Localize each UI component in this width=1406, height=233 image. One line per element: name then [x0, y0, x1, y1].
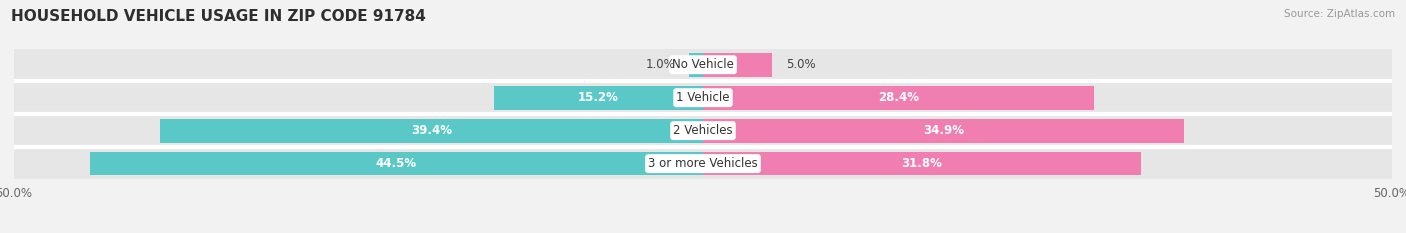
Text: 31.8%: 31.8% [901, 157, 942, 170]
Bar [160, 119, 703, 143]
Text: 15.2%: 15.2% [578, 91, 619, 104]
Bar [494, 86, 703, 110]
Text: No Vehicle: No Vehicle [672, 58, 734, 71]
Text: 5.0%: 5.0% [786, 58, 815, 71]
Text: 44.5%: 44.5% [375, 157, 418, 170]
Text: 34.9%: 34.9% [922, 124, 965, 137]
Text: 1 Vehicle: 1 Vehicle [676, 91, 730, 104]
Bar [703, 86, 1094, 110]
Text: Source: ZipAtlas.com: Source: ZipAtlas.com [1284, 9, 1395, 19]
Text: 1.0%: 1.0% [645, 58, 675, 71]
Bar [14, 148, 1392, 179]
Bar [703, 53, 772, 77]
Text: 39.4%: 39.4% [411, 124, 453, 137]
Bar [90, 152, 703, 175]
Bar [14, 49, 1392, 80]
Bar [689, 53, 703, 77]
Text: 3 or more Vehicles: 3 or more Vehicles [648, 157, 758, 170]
Text: 2 Vehicles: 2 Vehicles [673, 124, 733, 137]
Bar [703, 152, 1142, 175]
Bar [14, 82, 1392, 113]
Text: HOUSEHOLD VEHICLE USAGE IN ZIP CODE 91784: HOUSEHOLD VEHICLE USAGE IN ZIP CODE 9178… [11, 9, 426, 24]
Text: 28.4%: 28.4% [879, 91, 920, 104]
Bar [14, 115, 1392, 146]
Bar [703, 119, 1184, 143]
